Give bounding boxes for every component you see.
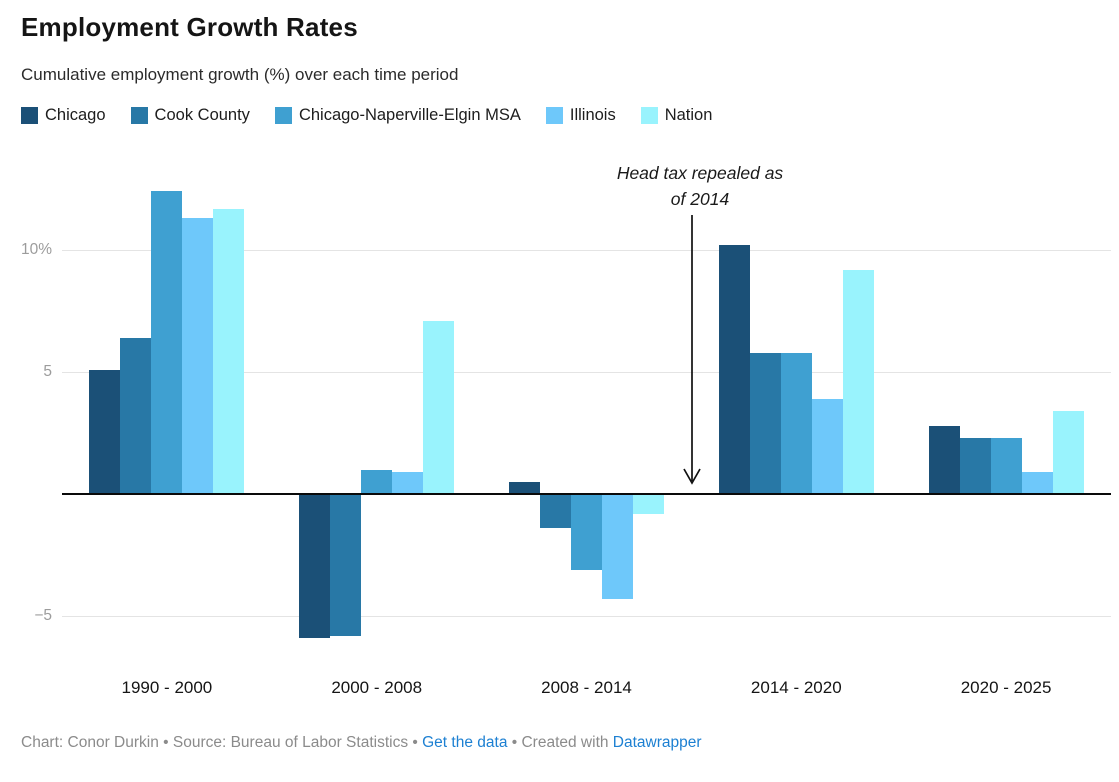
gridline-5 [62, 372, 1111, 373]
legend-item-chicago-naperville-elgin-msa: Chicago-Naperville-Elgin MSA [274, 106, 521, 125]
bar-chicago-naperville-elgin-msa-1990-2000 [151, 191, 183, 494]
get-the-data-link[interactable]: Get the data [422, 734, 508, 751]
footer-created-with-text: • Created with [507, 734, 613, 751]
legend-label: Chicago-Naperville-Elgin MSA [298, 106, 521, 124]
x-axis-label: 1990 - 2000 [121, 678, 213, 697]
zero-baseline [62, 492, 1111, 495]
page-title: Employment Growth Rates [21, 12, 358, 42]
bar-cook-county-2020-2025 [959, 437, 991, 494]
y-axis-tick-label: 10% [20, 241, 52, 258]
bar-chicago-2014-2020 [718, 245, 750, 494]
legend-swatch-icon [640, 107, 658, 124]
bar-chicago-2000-2008 [299, 494, 331, 638]
y-axis-tick-label: 5 [43, 363, 52, 380]
bar-chicago-naperville-elgin-msa-2000-2008 [361, 469, 393, 494]
bar-illinois-2000-2008 [392, 472, 424, 494]
footer-credit-text: Chart: Conor Durkin • Source: Bureau of … [21, 734, 423, 751]
bar-nation-2020-2025 [1052, 411, 1084, 494]
bar-illinois-2014-2020 [811, 398, 843, 494]
datawrapper-link[interactable]: Datawrapper [612, 734, 702, 751]
legend-item-chicago: Chicago [21, 106, 106, 125]
legend-swatch-icon [545, 107, 563, 124]
annotation-line-1: Head tax repealed as [616, 163, 784, 183]
bar-illinois-1990-2000 [182, 218, 214, 494]
bar-cook-county-2000-2008 [330, 494, 362, 636]
bar-chicago-2008-2014 [509, 481, 540, 494]
bar-nation-2014-2020 [842, 269, 874, 494]
x-axis-label: 2020 - 2025 [960, 678, 1052, 697]
legend-item-nation: Nation [640, 106, 713, 125]
bar-chicago-1990-2000 [89, 369, 121, 494]
legend-swatch-icon [274, 107, 292, 124]
gridline-−5 [62, 616, 1111, 617]
bar-chicago-naperville-elgin-msa-2014-2020 [780, 352, 812, 494]
x-axis-label: 2014 - 2020 [750, 678, 842, 697]
legend-item-cook-county: Cook County [130, 106, 250, 125]
bar-chicago-naperville-elgin-msa-2020-2025 [990, 437, 1022, 494]
legend: Chicago Cook County Chicago-Naperville-Elg… [21, 106, 712, 125]
legend-label: Illinois [569, 106, 616, 124]
bar-nation-2008-2014 [633, 494, 664, 514]
bar-cook-county-2008-2014 [540, 494, 571, 529]
legend-swatch-icon [21, 107, 38, 124]
bar-illinois-2008-2014 [602, 494, 633, 599]
x-axis-label: 2000 - 2008 [331, 678, 423, 697]
legend-item-illinois: Illinois [545, 106, 616, 125]
bar-cook-county-1990-2000 [120, 337, 152, 494]
annotation-head-tax: Head tax repealed as of 2014 [560, 160, 840, 212]
bar-nation-1990-2000 [213, 208, 245, 494]
legend-label: Cook County [154, 106, 250, 124]
annotation-arrow-icon [683, 215, 701, 485]
legend-label: Nation [664, 106, 713, 124]
y-axis-tick-label: −5 [34, 607, 52, 624]
bar-illinois-2020-2025 [1021, 472, 1053, 494]
footer-credit: Chart: Conor Durkin • Source: Bureau of … [21, 734, 702, 752]
legend-swatch-icon [130, 107, 148, 124]
bar-chicago-naperville-elgin-msa-2008-2014 [571, 494, 602, 570]
annotation-line-2: of 2014 [670, 189, 730, 209]
x-axis-label: 2008 - 2014 [541, 678, 632, 697]
bar-nation-2000-2008 [423, 320, 455, 494]
bar-chicago-2020-2025 [928, 425, 960, 494]
gridline-10 [62, 250, 1111, 251]
chart-subtitle: Cumulative employment growth (%) over ea… [21, 65, 459, 84]
legend-label: Chicago [45, 106, 106, 124]
bar-cook-county-2014-2020 [749, 352, 781, 494]
